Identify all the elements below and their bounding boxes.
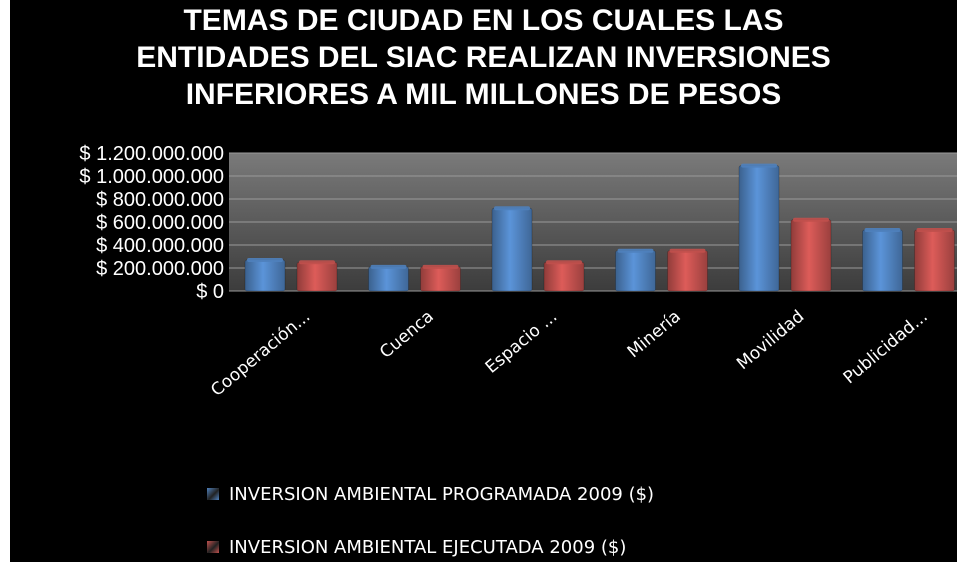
bar-cap: [669, 248, 706, 253]
bar-programada: [368, 266, 409, 292]
bar-cap: [422, 264, 459, 269]
x-tick-label: Minería: [624, 307, 685, 363]
bar-programada: [738, 165, 780, 292]
y-tick-label: $ 0: [196, 281, 224, 303]
bar-cap: [370, 264, 407, 269]
bar-cap: [247, 257, 283, 262]
bar-cap: [916, 228, 953, 233]
x-tick-label: Cuenca: [376, 307, 438, 363]
x-axis: Cooperación... Cuenca Espacio ... Minería Mo…: [207, 307, 931, 401]
x-tick-label: Publicidad...: [840, 307, 932, 389]
y-tick-label: $ 800.000.000: [96, 189, 224, 211]
bar-cap: [793, 217, 829, 222]
bar-chart: $ 0$ 200.000.000$ 400.000.000$ 600.000.0…: [79, 143, 957, 401]
legend: INVERSION AMBIENTAL PROGRAMADA 2009 ($) …: [207, 483, 654, 562]
bar-ejecutada: [296, 261, 338, 292]
y-tick-label: $ 200.000.000: [96, 258, 224, 280]
legend-swatch-programada: [207, 488, 219, 500]
bar-ejecutada: [667, 250, 708, 292]
y-tick-label: $ 1.200.000.000: [79, 143, 224, 165]
legend-item-programada: INVERSION AMBIENTAL PROGRAMADA 2009 ($): [207, 483, 654, 505]
gridlines: [229, 152, 957, 292]
x-tick-label: Cooperación...: [207, 307, 314, 401]
bar-cap: [617, 248, 654, 253]
bar-programada: [244, 259, 286, 292]
bar-programada: [862, 229, 903, 292]
x-tick-label: Movilidad: [733, 307, 808, 375]
bar-cap: [546, 260, 582, 265]
bar-ejecutada: [420, 266, 461, 292]
bar-cap: [741, 163, 777, 168]
bar-cap: [299, 260, 335, 265]
bars: [244, 163, 955, 292]
chart-title: TEMAS DE CIUDAD EN LOS CUALES LAS ENTIDA…: [136, 4, 831, 111]
bar-ejecutada: [790, 219, 832, 292]
bar-programada: [615, 250, 656, 292]
bar-programada: [491, 207, 533, 292]
bar-ejecutada: [914, 229, 955, 292]
legend-label-programada: INVERSION AMBIENTAL PROGRAMADA 2009 ($): [229, 483, 655, 505]
x-tick-label: Espacio ...: [482, 307, 561, 378]
bar-cap: [494, 206, 530, 211]
y-tick-label: $ 1.000.000.000: [79, 166, 224, 188]
y-axis: $ 0$ 200.000.000$ 400.000.000$ 600.000.0…: [79, 143, 224, 303]
legend-item-ejecutada: INVERSION AMBIENTAL EJECUTADA 2009 ($): [207, 536, 654, 558]
y-tick-label: $ 600.000.000: [96, 212, 224, 234]
bar-cap: [864, 228, 901, 233]
legend-swatch-ejecutada: [207, 541, 219, 553]
bar-ejecutada: [543, 261, 585, 292]
y-tick-label: $ 400.000.000: [96, 235, 224, 257]
legend-label-ejecutada: INVERSION AMBIENTAL EJECUTADA 2009 ($): [229, 536, 627, 558]
